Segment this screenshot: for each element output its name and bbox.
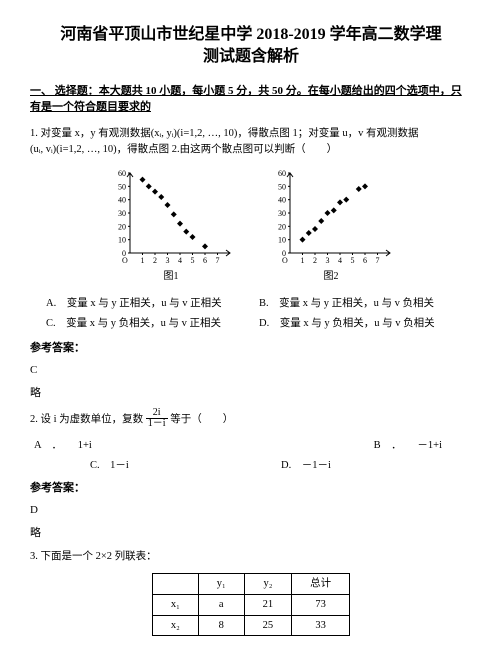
table-cell: x₂: [152, 615, 198, 636]
q2-pre: 2. 设 i 为虚数单位，复数: [30, 414, 146, 425]
svg-text:40: 40: [118, 196, 126, 205]
q1-answer: C: [30, 362, 472, 379]
table-cell: y₁: [198, 574, 244, 595]
q1-optD: D. 变量 x 与 y 负相关，u 与 v 负相关: [259, 316, 472, 332]
q2-brief: 略: [30, 525, 472, 542]
svg-text:30: 30: [118, 209, 126, 218]
svg-text:1: 1: [301, 256, 305, 265]
table-cell: 33: [292, 615, 350, 636]
q2-optB: B ． －1+i: [238, 438, 472, 454]
q2-options-row2: C. 1－i D. －1－i: [90, 458, 472, 474]
svg-text:20: 20: [118, 223, 126, 232]
q1-stem-b: (uᵢ, vᵢ)(i=1,2, …, 10)，得散点图 2.由这两个散点图可以判…: [30, 144, 337, 155]
svg-text:10: 10: [118, 236, 126, 245]
svg-text:O: O: [122, 256, 128, 265]
table-cell: a: [198, 594, 244, 615]
q2-fraction: 2i 1－i: [146, 408, 168, 429]
svg-text:3: 3: [326, 256, 330, 265]
svg-text:5: 5: [191, 256, 195, 265]
table-row: x₂ 8 25 33: [152, 615, 349, 636]
svg-text:4: 4: [338, 256, 342, 265]
title-line1: 河南省平顶山市世纪星中学 2018-2019 学年高二数学理: [60, 26, 441, 43]
q2-optC: C. 1－i: [90, 458, 281, 474]
table-cell: 21: [244, 594, 292, 615]
table-cell: 总计: [292, 574, 350, 595]
q2-post: 等于（ ）: [170, 414, 233, 425]
svg-text:10: 10: [278, 236, 286, 245]
title-line2: 测试题含解析: [203, 48, 299, 65]
svg-text:6: 6: [363, 256, 367, 265]
svg-text:6: 6: [203, 256, 207, 265]
svg-text:50: 50: [278, 183, 286, 192]
q1-optA: A. 变量 x 与 y 正相关，u 与 v 正相关: [46, 296, 259, 312]
table-cell: 25: [244, 615, 292, 636]
table-cell: [152, 574, 198, 595]
scatter-chart-1: 01020304050601234567O: [106, 167, 236, 267]
q1-optB: B. 变量 x 与 y 正相关，u 与 v 负相关: [259, 296, 472, 312]
svg-text:20: 20: [278, 223, 286, 232]
contingency-table: y₁ y₂ 总计 x₁ a 21 73 x₂ 8 25 33: [152, 573, 350, 636]
table-cell: 8: [198, 615, 244, 636]
svg-text:30: 30: [278, 209, 286, 218]
svg-text:4: 4: [178, 256, 182, 265]
q3-stem: 3. 下面是一个 2×2 列联表：: [30, 549, 472, 565]
svg-text:2: 2: [313, 256, 317, 265]
table-header-row: y₁ y₂ 总计: [152, 574, 349, 595]
q1-brief: 略: [30, 385, 472, 402]
svg-text:3: 3: [166, 256, 170, 265]
svg-text:40: 40: [278, 196, 286, 205]
q1-options: A. 变量 x 与 y 正相关，u 与 v 正相关 B. 变量 x 与 y 正相…: [46, 294, 472, 334]
q2-options-row1: A ． 1+i B ． －1+i: [34, 438, 472, 454]
chart1-label: 图1: [164, 269, 179, 284]
svg-text:50: 50: [118, 183, 126, 192]
table-cell: 73: [292, 594, 350, 615]
q1-optC: C. 变量 x 与 y 负相关，u 与 v 正相关: [46, 316, 259, 332]
q1-stem: 1. 对变量 x，y 有观测数据(xᵢ, yᵢ)(i=1,2, …, 10)，得…: [30, 126, 472, 158]
table-row: x₁ a 21 73: [152, 594, 349, 615]
q1-stem-a: 1. 对变量 x，y 有观测数据(xᵢ, yᵢ)(i=1,2, …, 10)，得…: [30, 128, 419, 139]
svg-text:7: 7: [376, 256, 380, 265]
svg-text:60: 60: [278, 169, 286, 178]
svg-text:5: 5: [351, 256, 355, 265]
svg-text:2: 2: [153, 256, 157, 265]
answer-label-2: 参考答案：: [30, 480, 472, 497]
table-cell: x₁: [152, 594, 198, 615]
svg-text:60: 60: [118, 169, 126, 178]
charts-row: 01020304050601234567O 图1 010203040506012…: [30, 167, 472, 284]
q2-frac-den: 1－i: [146, 419, 168, 429]
chart2-label: 图2: [324, 269, 339, 284]
svg-text:7: 7: [216, 256, 220, 265]
q2-optD: D. －1－i: [281, 458, 472, 474]
section-heading: 一、 选择题：本大题共 10 小题，每小题 5 分，共 50 分。在每小题给出的…: [30, 83, 472, 116]
svg-text:1: 1: [141, 256, 145, 265]
svg-text:O: O: [282, 256, 288, 265]
q2-answer: D: [30, 502, 472, 519]
q2-stem: 2. 设 i 为虚数单位，复数 2i 1－i 等于（ ）: [30, 409, 472, 430]
scatter-chart-2: 01020304050601234567O: [266, 167, 396, 267]
answer-label-1: 参考答案：: [30, 340, 472, 357]
q2-optA: A ． 1+i: [34, 438, 238, 454]
table-cell: y₂: [244, 574, 292, 595]
